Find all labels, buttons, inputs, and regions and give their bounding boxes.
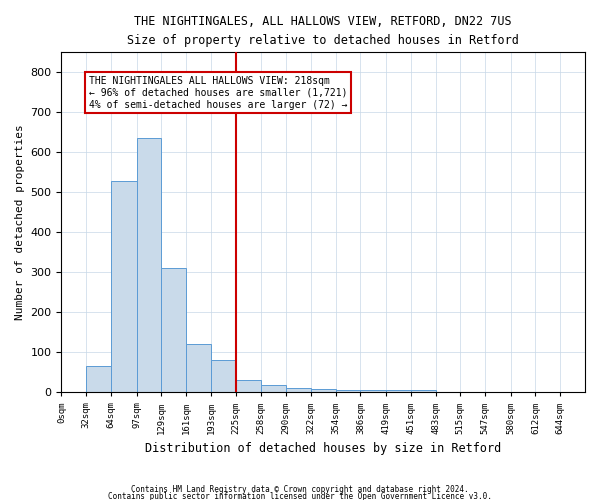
Bar [161,268,186,392]
Bar [86,366,111,392]
Y-axis label: Number of detached properties: Number of detached properties [15,124,25,320]
Title: THE NIGHTINGALES, ALL HALLOWS VIEW, RETFORD, DN22 7US
Size of property relative : THE NIGHTINGALES, ALL HALLOWS VIEW, RETF… [127,15,519,47]
Text: Contains public sector information licensed under the Open Government Licence v3: Contains public sector information licen… [108,492,492,500]
Bar [311,389,335,392]
Bar [111,181,137,392]
Bar [386,390,411,392]
Bar [261,385,286,392]
Bar [211,360,236,392]
Text: Contains HM Land Registry data © Crown copyright and database right 2024.: Contains HM Land Registry data © Crown c… [131,486,469,494]
Bar [137,138,161,392]
Bar [236,380,261,392]
Bar [361,390,386,392]
Bar [286,388,311,392]
Bar [335,390,361,392]
Bar [411,390,436,392]
X-axis label: Distribution of detached houses by size in Retford: Distribution of detached houses by size … [145,442,502,455]
Text: THE NIGHTINGALES ALL HALLOWS VIEW: 218sqm
← 96% of detached houses are smaller (: THE NIGHTINGALES ALL HALLOWS VIEW: 218sq… [89,76,347,110]
Bar [186,344,211,393]
